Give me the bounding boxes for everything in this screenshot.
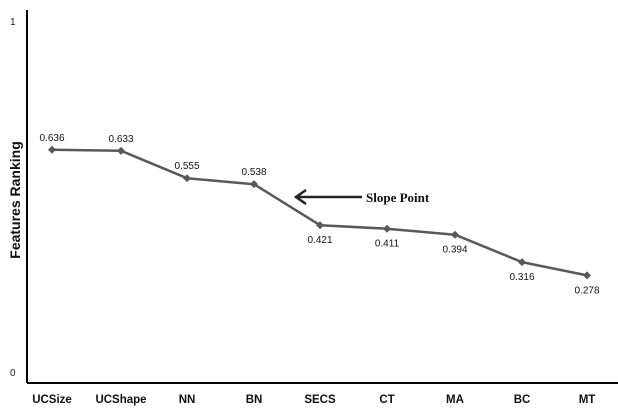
data-label: 0.538	[241, 167, 266, 178]
data-point	[316, 221, 324, 230]
data-point	[117, 146, 125, 155]
x-tick-label: SECS	[304, 394, 336, 406]
data-point	[383, 224, 391, 233]
y-tick-labels: 01	[10, 17, 16, 379]
data-point	[451, 230, 459, 239]
data-label: 0.411	[375, 239, 400, 250]
x-tick-label: BN	[246, 394, 263, 406]
data-point	[48, 145, 56, 154]
data-label: 0.316	[509, 272, 534, 283]
y-axis-label: Features Ranking	[7, 141, 23, 258]
data-label: 0.421	[307, 235, 332, 246]
series-line	[51, 148, 588, 277]
data-label: 0.394	[442, 245, 467, 256]
data-label: 0.636	[39, 133, 64, 144]
data-label: 0.278	[574, 285, 599, 296]
data-point	[518, 258, 526, 267]
x-tick-label: MA	[446, 394, 464, 406]
axes	[26, 10, 618, 384]
data-point	[183, 174, 191, 183]
x-tick-label: UCSize	[32, 394, 72, 406]
data-label: 0.633	[108, 134, 133, 145]
x-tick-label: BC	[514, 394, 531, 406]
x-tick-label: UCShape	[95, 394, 146, 406]
series-markers	[48, 145, 591, 280]
data-label: 0.555	[174, 161, 199, 172]
x-tick-labels: UCSize UCShape NN BN SECS CT MA BC MT	[32, 394, 595, 406]
y-tick-label: 0	[10, 368, 16, 379]
annotation-arrowhead	[293, 188, 307, 206]
slope-point-annotation: Slope Point	[293, 188, 430, 206]
x-tick-label: CT	[379, 394, 394, 406]
x-tick-label: MT	[579, 394, 596, 406]
x-tick-label: NN	[179, 394, 196, 406]
annotation-label: Slope Point	[366, 190, 430, 205]
data-point	[583, 271, 591, 280]
data-labels: 0.636 0.633 0.555 0.538 0.421 0.411 0.394 0.316…	[39, 133, 599, 297]
data-point	[250, 180, 258, 189]
y-tick-label: 1	[10, 17, 16, 28]
